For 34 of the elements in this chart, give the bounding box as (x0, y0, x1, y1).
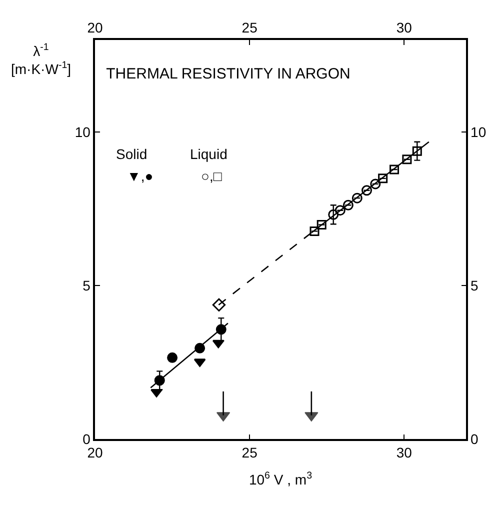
annotation: Solid (116, 146, 148, 162)
point (194, 342, 206, 354)
point (402, 154, 412, 164)
text: THERMAL RESISTIVITY IN ARGON (106, 65, 350, 82)
annotation: ○,□ (201, 168, 222, 184)
point (342, 200, 354, 210)
point (390, 164, 400, 174)
point (370, 178, 381, 190)
annotation: Liquid (190, 146, 228, 162)
point (362, 185, 372, 196)
y-tick-label: 0 (82, 430, 91, 447)
point (212, 298, 226, 312)
point (328, 209, 339, 220)
x2-tick-label: 25 (242, 444, 258, 461)
y-tick-label: 5 (82, 277, 91, 294)
point (167, 352, 178, 363)
x-tick-label: 25 (242, 20, 258, 36)
y2-tick-label: 5 (470, 277, 479, 294)
annotation: ▼,● (127, 168, 154, 184)
point (412, 146, 422, 156)
y-axis-title: λ$^{-1}$ [m·K·W$^{-1}$] (11, 42, 72, 78)
point (378, 174, 388, 184)
point (334, 205, 346, 216)
point (150, 389, 162, 398)
x-axis-title: 10$^{6}$ V , m$^{3}$ (248, 470, 313, 488)
point (316, 220, 326, 230)
y-tick-label: 10 (74, 124, 91, 140)
x2-tick-label: 20 (87, 444, 103, 461)
y2-tick-label: 10 (470, 124, 486, 140)
y2-tick-label: 0 (470, 430, 479, 447)
x2-tick-label: 30 (396, 444, 412, 461)
point (352, 192, 362, 204)
x-tick-label: 30 (396, 20, 412, 36)
x-tick-label: 20 (87, 20, 103, 36)
